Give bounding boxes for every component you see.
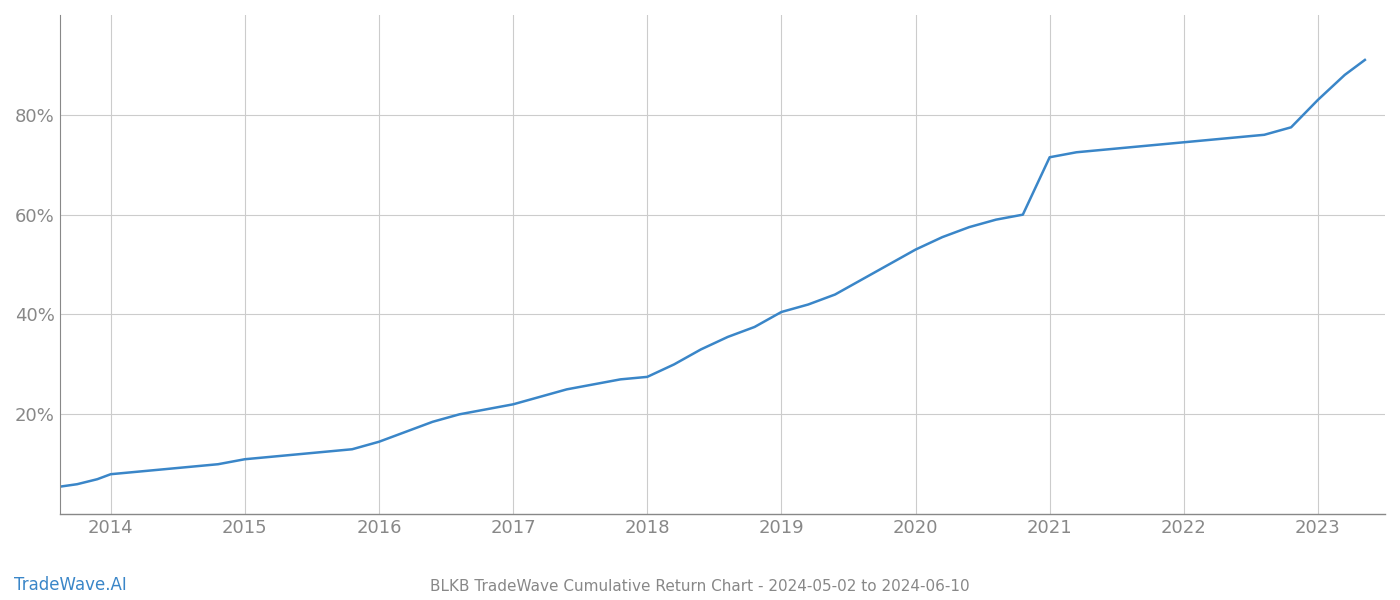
Text: BLKB TradeWave Cumulative Return Chart - 2024-05-02 to 2024-06-10: BLKB TradeWave Cumulative Return Chart -… (430, 579, 970, 594)
Text: TradeWave.AI: TradeWave.AI (14, 576, 127, 594)
